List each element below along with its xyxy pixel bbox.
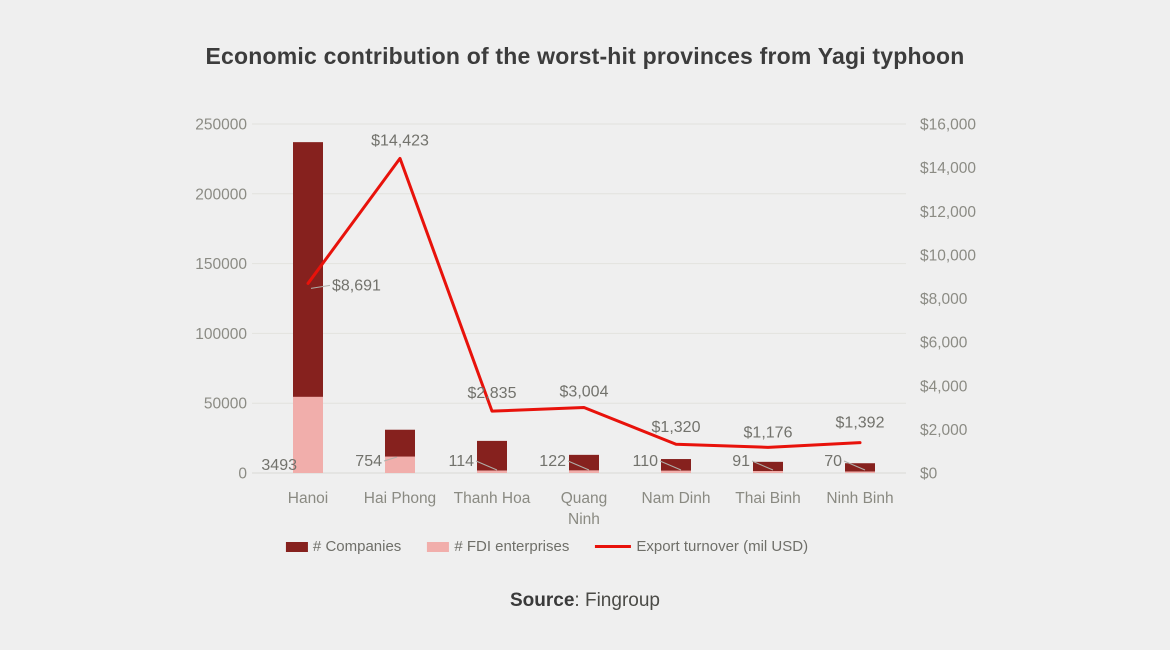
- legend-label-companies: # Companies: [312, 538, 402, 555]
- bar-fdi-enterprises: [845, 471, 875, 473]
- export-data-label: $8,691: [332, 277, 381, 294]
- source-label: Source: [510, 590, 575, 611]
- label-leader-line: [475, 460, 498, 471]
- y-axis-tick-label-left: 50000: [204, 396, 247, 413]
- y-axis-tick-label-left: 100000: [195, 326, 247, 343]
- label-leader-line: [751, 460, 774, 471]
- y-axis-tick-label-left: 0: [238, 466, 247, 483]
- x-axis-label: Hanoi: [288, 490, 329, 507]
- source-separator: :: [574, 590, 585, 611]
- export-turnover-swatch: [595, 545, 632, 548]
- y-axis-tick-label-right: $0: [920, 466, 938, 483]
- y-axis-tick-label-right: $6,000: [920, 335, 968, 352]
- x-axis-label: Nam Dinh: [642, 490, 711, 507]
- x-axis-label: Ninh Binh: [826, 490, 893, 507]
- y-axis-tick-label-left: 200000: [195, 186, 247, 203]
- y-axis-tick-label-right: $8,000: [920, 291, 968, 308]
- fdi-data-label: 91: [732, 453, 750, 470]
- legend-item-fdi-enterprises: # FDI enterprises: [427, 538, 569, 555]
- y-axis-tick-label-left: 250000: [195, 117, 247, 134]
- label-leader-line: [567, 460, 590, 471]
- fdi-data-label: 114: [448, 453, 474, 470]
- source-value: Fingroup: [584, 590, 660, 611]
- label-leader-line: [310, 284, 331, 289]
- companies-swatch: [285, 541, 308, 552]
- bar-fdi-enterprises: [477, 470, 507, 473]
- export-data-label: $2,835: [468, 385, 517, 402]
- export-data-label: $3,004: [560, 383, 609, 400]
- x-axis-label: Quang Ninh: [561, 490, 608, 528]
- export-data-label: $1,176: [744, 424, 793, 441]
- legend-item-companies: # Companies: [285, 538, 402, 555]
- source-note: Source: Fingroup: [0, 590, 1170, 612]
- bar-fdi-enterprises: [661, 470, 691, 473]
- page-title: Economic contribution of the worst-hit p…: [205, 43, 965, 69]
- x-axis-label: Thai Binh: [735, 490, 800, 507]
- label-leader-line: [843, 460, 866, 471]
- fdi-data-label: 70: [824, 453, 842, 470]
- label-leader-line: [383, 456, 398, 462]
- fdi-data-label: 110: [632, 453, 658, 470]
- bar-fdi-enterprises: [385, 456, 415, 473]
- label-leader-line: [659, 460, 682, 471]
- y-axis-tick-label-left: 150000: [195, 256, 247, 273]
- legend-label-fdi-enterprises: # FDI enterprises: [454, 538, 570, 555]
- fdi-data-label: 754: [355, 453, 382, 470]
- y-axis-tick-label-right: $12,000: [920, 204, 976, 221]
- bar-fdi-enterprises: [293, 396, 323, 473]
- y-axis-tick-label-right: $14,000: [920, 160, 976, 177]
- y-axis-tick-label-right: $16,000: [920, 117, 976, 134]
- y-axis-tick-label-right: $2,000: [920, 422, 968, 439]
- bar-companies: [661, 459, 691, 473]
- legend: # Companies # FDI enterprises Export tur…: [285, 538, 808, 555]
- x-axis-label: Thanh Hoa: [454, 490, 531, 507]
- fdi-data-label: 122: [539, 453, 566, 470]
- export-data-label: $1,392: [836, 415, 885, 432]
- x-axis-label: Hai Phong: [364, 490, 436, 507]
- export-turnover-line: [306, 156, 862, 449]
- y-axis-tick-label-right: $4,000: [920, 378, 968, 395]
- bar-companies: [569, 454, 599, 473]
- export-data-label: $1,320: [652, 419, 701, 436]
- legend-label-export-turnover: Export turnover (mil USD): [636, 538, 809, 555]
- fdi-data-label: 3493: [261, 457, 297, 474]
- bar-fdi-enterprises: [753, 471, 783, 473]
- legend-item-export-turnover: Export turnover (mil USD): [595, 538, 808, 555]
- bar-fdi-enterprises: [569, 470, 599, 473]
- fdi-enterprises-swatch: [427, 541, 450, 552]
- y-axis-tick-label-right: $10,000: [920, 247, 976, 264]
- export-data-label: $14,423: [371, 132, 429, 149]
